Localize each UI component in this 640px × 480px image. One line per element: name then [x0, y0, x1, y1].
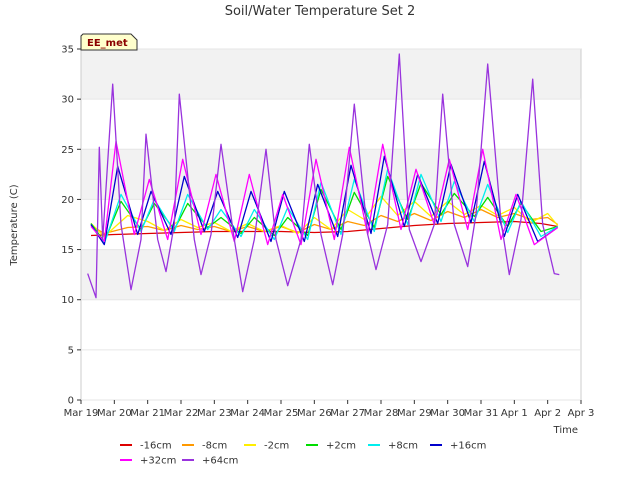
background-band-2 [81, 49, 581, 100]
background-bands [81, 49, 581, 300]
legend-label: +64cm [202, 456, 238, 467]
x-tick-label: Mar 29 [397, 408, 432, 419]
series-line-7 [90, 140, 559, 246]
series-line-3 [90, 195, 559, 238]
y-tick-label: 30 [61, 95, 74, 106]
legend-label: +32cm [140, 456, 176, 467]
x-tick-label: Mar 23 [197, 408, 232, 419]
legend-label: -8cm [202, 441, 227, 452]
series-line-8 [87, 53, 560, 299]
legend-label: +16cm [450, 441, 486, 452]
x-tick-label: Mar 27 [330, 408, 365, 419]
y-tick-label: 15 [61, 245, 74, 256]
x-tick-label: Mar 26 [297, 408, 332, 419]
x-tick-label: Mar 31 [464, 408, 499, 419]
y-tick-label: 10 [61, 295, 74, 306]
y-tick-label: 0 [68, 396, 74, 407]
y-axis-label: Temperature (C) [9, 184, 20, 266]
x-tick-label: Apr 3 [568, 408, 595, 419]
y-tick-label: 5 [68, 345, 74, 356]
x-tick-label: Apr 2 [534, 408, 561, 419]
legend-label: +2cm [326, 441, 356, 452]
legend-label: +8cm [388, 441, 418, 452]
x-tick-label: Mar 19 [64, 408, 99, 419]
background-band-1 [81, 149, 581, 200]
gridlines [81, 48, 581, 401]
legend-label: -2cm [264, 441, 289, 452]
site-badge-shape [80, 33, 138, 51]
series-lines [87, 53, 560, 299]
series-line-6 [90, 155, 559, 246]
y-tick-label: 25 [61, 145, 74, 156]
chart-title: Soil/Water Temperature Set 2 [225, 4, 416, 19]
y-tick-label: 20 [61, 195, 74, 206]
legend: -16cm -8cm -2cm +2cm +8cm +16cm +32cm +64cm [120, 441, 486, 467]
y-axis-ticks: 0 5 10 15 20 25 30 35 [61, 45, 81, 407]
x-tick-label: Mar 25 [264, 408, 299, 419]
x-tick-label: Mar 30 [430, 408, 465, 419]
legend-label: -16cm [140, 441, 172, 452]
x-tick-label: Mar 22 [164, 408, 199, 419]
x-tick-label: Mar 24 [230, 408, 265, 419]
x-tick-label: Mar 28 [364, 408, 399, 419]
site-badge-label: EE_met [87, 38, 128, 49]
y-tick-label: 35 [61, 45, 74, 56]
x-tick-label: Apr 1 [501, 408, 528, 419]
site-badge: EE_met [80, 33, 138, 51]
x-tick-label: Mar 21 [130, 408, 165, 419]
x-axis-label: Time [553, 425, 578, 436]
x-tick-label: Mar 20 [97, 408, 132, 419]
